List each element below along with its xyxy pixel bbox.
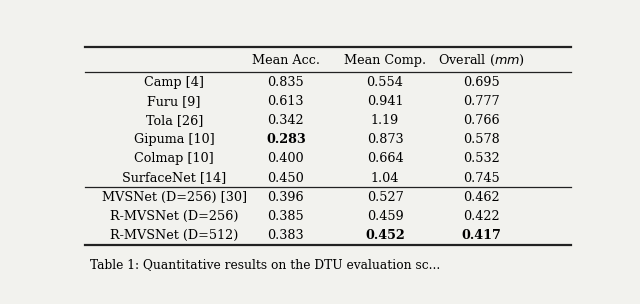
- Text: 0.695: 0.695: [463, 76, 500, 89]
- Text: Mean Acc.: Mean Acc.: [252, 54, 320, 67]
- Text: SurfaceNet [14]: SurfaceNet [14]: [122, 172, 227, 185]
- Text: 0.422: 0.422: [463, 210, 500, 223]
- Text: 0.459: 0.459: [367, 210, 403, 223]
- Text: 0.835: 0.835: [268, 76, 304, 89]
- Text: 0.383: 0.383: [268, 229, 304, 242]
- Text: 0.777: 0.777: [463, 95, 500, 108]
- Text: Table 1: Quantitative results on the DTU evaluation sc...: Table 1: Quantitative results on the DTU…: [90, 258, 440, 271]
- Text: Mean Comp.: Mean Comp.: [344, 54, 426, 67]
- Text: Colmap [10]: Colmap [10]: [134, 152, 214, 165]
- Text: 0.873: 0.873: [367, 133, 403, 146]
- Text: 0.452: 0.452: [365, 229, 405, 242]
- Text: 0.283: 0.283: [266, 133, 306, 146]
- Text: 0.766: 0.766: [463, 114, 500, 127]
- Text: R-MVSNet (D=512): R-MVSNet (D=512): [110, 229, 239, 242]
- Text: 0.396: 0.396: [268, 191, 304, 204]
- Text: Furu [9]: Furu [9]: [147, 95, 201, 108]
- Text: 0.342: 0.342: [268, 114, 304, 127]
- Text: 1.19: 1.19: [371, 114, 399, 127]
- Text: 0.532: 0.532: [463, 152, 500, 165]
- Text: MVSNet (D=256) [30]: MVSNet (D=256) [30]: [102, 191, 247, 204]
- Text: 0.941: 0.941: [367, 95, 403, 108]
- Text: 0.578: 0.578: [463, 133, 500, 146]
- Text: 0.462: 0.462: [463, 191, 500, 204]
- Text: R-MVSNet (D=256): R-MVSNet (D=256): [110, 210, 239, 223]
- Text: Tola [26]: Tola [26]: [145, 114, 203, 127]
- Text: Gipuma [10]: Gipuma [10]: [134, 133, 214, 146]
- Text: 0.527: 0.527: [367, 191, 403, 204]
- Text: Camp [4]: Camp [4]: [144, 76, 204, 89]
- Text: 0.400: 0.400: [268, 152, 304, 165]
- Text: 0.450: 0.450: [268, 172, 304, 185]
- Text: 1.04: 1.04: [371, 172, 399, 185]
- Text: 0.385: 0.385: [268, 210, 304, 223]
- Text: Overall ($mm$): Overall ($mm$): [438, 53, 525, 68]
- Text: 0.417: 0.417: [462, 229, 502, 242]
- Text: 0.745: 0.745: [463, 172, 500, 185]
- Text: 0.554: 0.554: [367, 76, 403, 89]
- Text: 0.613: 0.613: [268, 95, 304, 108]
- Text: 0.664: 0.664: [367, 152, 403, 165]
